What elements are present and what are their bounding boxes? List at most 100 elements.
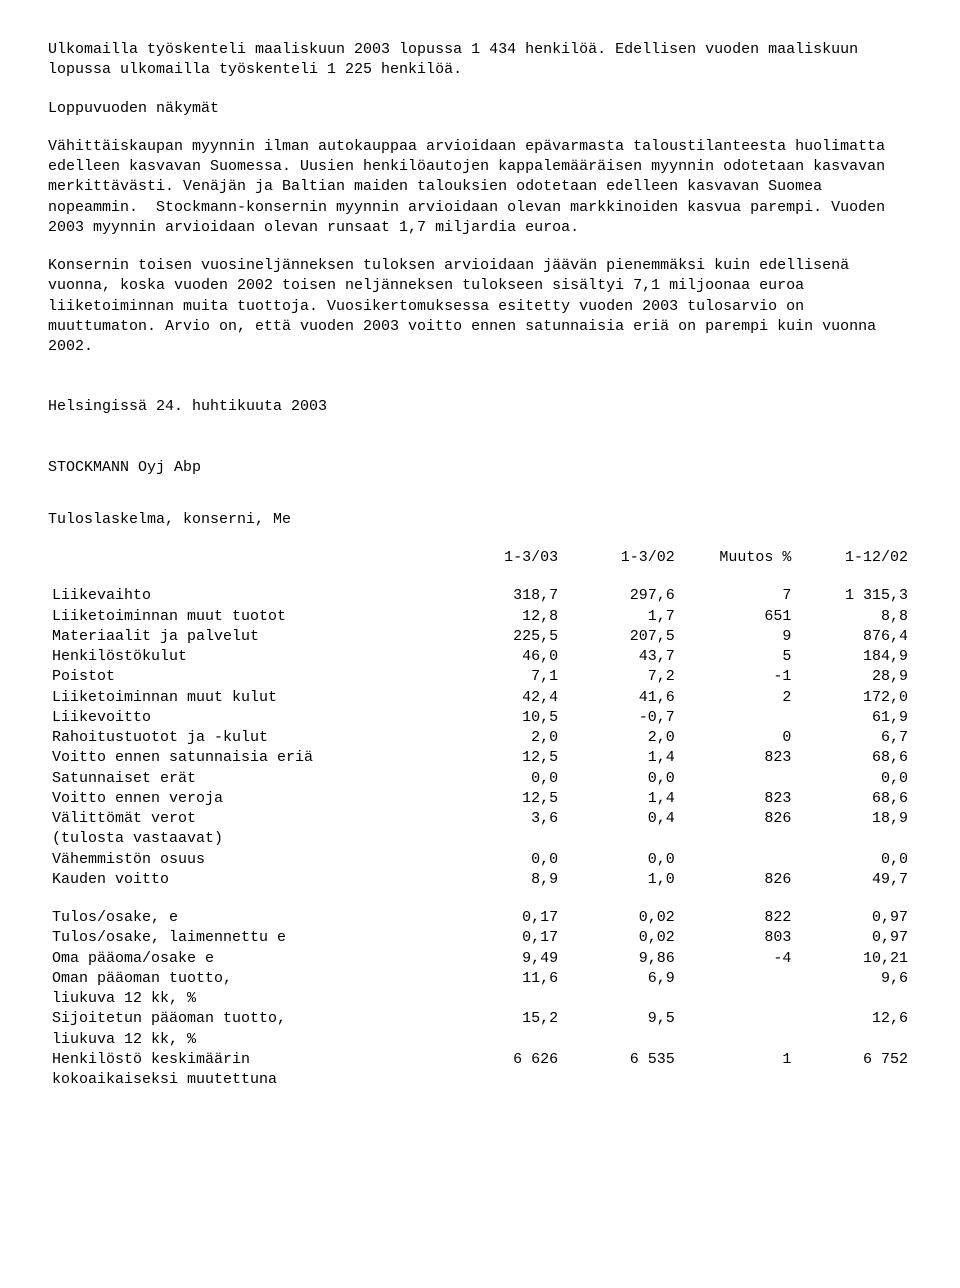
table-header-cell: 1-3/02 xyxy=(562,548,679,568)
table-row: Voitto ennen satunnaisia eriä 12,5 1,4 8… xyxy=(48,748,912,768)
table-cell: 1,0 xyxy=(562,870,679,890)
table-cell: Oman pääoman tuotto, xyxy=(48,969,445,989)
table-cell xyxy=(679,769,796,789)
table-row: Oma pääoma/osake e 9,49 9,86 -4 10,21 xyxy=(48,949,912,969)
table-cell: -1 xyxy=(679,667,796,687)
table-cell xyxy=(795,829,912,849)
table-cell: 9,49 xyxy=(445,949,562,969)
table-cell: 651 xyxy=(679,607,796,627)
table-row: Henkilöstö keskimäärin 6 626 6 535 1 6 7… xyxy=(48,1050,912,1070)
table-cell: 0,02 xyxy=(562,928,679,948)
table-cell: Tulos/osake, laimennettu e xyxy=(48,928,445,948)
income-statement-table: 1-3/03 1-3/02 Muutos % 1-12/02 Liikevaih… xyxy=(48,548,912,1090)
table-cell: Liiketoiminnan muut tuotot xyxy=(48,607,445,627)
table-cell xyxy=(679,989,796,1009)
table-cell: 12,8 xyxy=(445,607,562,627)
table-cell: 1,4 xyxy=(562,748,679,768)
table-cell: 0,0 xyxy=(445,850,562,870)
table-cell: kokoaikaiseksi muutettuna xyxy=(48,1070,445,1090)
table-cell xyxy=(445,989,562,1009)
table-cell: 2,0 xyxy=(445,728,562,748)
table-row: Liikevoitto 10,5 -0,7 61,9 xyxy=(48,708,912,728)
table-header-cell: Muutos % xyxy=(679,548,796,568)
table-cell: 8,9 xyxy=(445,870,562,890)
table-cell: 0,0 xyxy=(795,850,912,870)
table-cell: 1 315,3 xyxy=(795,586,912,606)
table-cell: 297,6 xyxy=(562,586,679,606)
table-cell: 6 626 xyxy=(445,1050,562,1070)
table-row: Rahoitustuotot ja -kulut 2,0 2,0 0 6,7 xyxy=(48,728,912,748)
table-cell: 1 xyxy=(679,1050,796,1070)
table-cell: 0,17 xyxy=(445,908,562,928)
table-cell: 2 xyxy=(679,688,796,708)
table-cell: 61,9 xyxy=(795,708,912,728)
table-cell: Vähemmistön osuus xyxy=(48,850,445,870)
table-cell: 10,21 xyxy=(795,949,912,969)
table-cell: Tulos/osake, e xyxy=(48,908,445,928)
table-row: Henkilöstökulut 46,0 43,7 5 184,9 xyxy=(48,647,912,667)
table-cell: 823 xyxy=(679,748,796,768)
table-cell: 1,4 xyxy=(562,789,679,809)
table-cell xyxy=(795,1030,912,1050)
table-cell: 68,6 xyxy=(795,748,912,768)
table-cell: 7,2 xyxy=(562,667,679,687)
table-row: Sijoitetun pääoman tuotto, 15,2 9,5 12,6 xyxy=(48,1009,912,1029)
table-cell: Kauden voitto xyxy=(48,870,445,890)
table-cell: 5 xyxy=(679,647,796,667)
paragraph-heading: Loppuvuoden näkymät xyxy=(48,99,912,119)
table-cell: 15,2 xyxy=(445,1009,562,1029)
table-row: liukuva 12 kk, % xyxy=(48,989,912,1009)
table-cell xyxy=(679,708,796,728)
table-row: (tulosta vastaavat) xyxy=(48,829,912,849)
table-cell: -4 xyxy=(679,949,796,969)
table-header-row: 1-3/03 1-3/02 Muutos % 1-12/02 xyxy=(48,548,912,568)
paragraph-3: Vähittäiskaupan myynnin ilman autokauppa… xyxy=(48,137,912,238)
table-cell xyxy=(679,1030,796,1050)
table-cell xyxy=(795,989,912,1009)
table-cell: 12,5 xyxy=(445,748,562,768)
table-cell xyxy=(445,1030,562,1050)
table-row: Tulos/osake, laimennettu e 0,17 0,02 803… xyxy=(48,928,912,948)
table-row: kokoaikaiseksi muutettuna xyxy=(48,1070,912,1090)
paragraph-1: Ulkomailla työskenteli maaliskuun 2003 l… xyxy=(48,40,912,81)
table-cell: 10,5 xyxy=(445,708,562,728)
table-cell: Välittömät verot xyxy=(48,809,445,829)
table-header-cell: 1-3/03 xyxy=(445,548,562,568)
table-cell: 68,6 xyxy=(795,789,912,809)
table-cell: 207,5 xyxy=(562,627,679,647)
table-row: Satunnaiset erät 0,0 0,0 0,0 xyxy=(48,769,912,789)
table-cell: Liiketoiminnan muut kulut xyxy=(48,688,445,708)
table-cell: 9,6 xyxy=(795,969,912,989)
table-cell: Satunnaiset erät xyxy=(48,769,445,789)
table-row: Liiketoiminnan muut tuotot 12,8 1,7 651 … xyxy=(48,607,912,627)
table-cell: 823 xyxy=(679,789,796,809)
table-cell: 12,6 xyxy=(795,1009,912,1029)
table-cell: 0,0 xyxy=(562,769,679,789)
table-cell: 12,5 xyxy=(445,789,562,809)
table-cell xyxy=(562,1030,679,1050)
table-cell: 225,5 xyxy=(445,627,562,647)
table-cell: 0,17 xyxy=(445,928,562,948)
table-row: Kauden voitto 8,9 1,0 826 49,7 xyxy=(48,870,912,890)
table-cell: liukuva 12 kk, % xyxy=(48,989,445,1009)
table-cell: Henkilöstö keskimäärin xyxy=(48,1050,445,1070)
table-cell: Materiaalit ja palvelut xyxy=(48,627,445,647)
table-cell: Henkilöstökulut xyxy=(48,647,445,667)
table-cell: Liikevaihto xyxy=(48,586,445,606)
table-cell: Voitto ennen satunnaisia eriä xyxy=(48,748,445,768)
table-cell xyxy=(679,1070,796,1090)
table-cell: 9 xyxy=(679,627,796,647)
signature-company: STOCKMANN Oyj Abp xyxy=(48,458,912,478)
table-cell xyxy=(562,1070,679,1090)
table-row: Liikevaihto 318,7 297,6 7 1 315,3 xyxy=(48,586,912,606)
table-cell: Rahoitustuotot ja -kulut xyxy=(48,728,445,748)
table-cell: 49,7 xyxy=(795,870,912,890)
table-cell: 0,0 xyxy=(445,769,562,789)
table-cell: 876,4 xyxy=(795,627,912,647)
table-cell xyxy=(562,989,679,1009)
table-cell: 0,97 xyxy=(795,908,912,928)
table-cell: 9,5 xyxy=(562,1009,679,1029)
table-cell: (tulosta vastaavat) xyxy=(48,829,445,849)
table-cell xyxy=(679,969,796,989)
table-row: Voitto ennen veroja 12,5 1,4 823 68,6 xyxy=(48,789,912,809)
